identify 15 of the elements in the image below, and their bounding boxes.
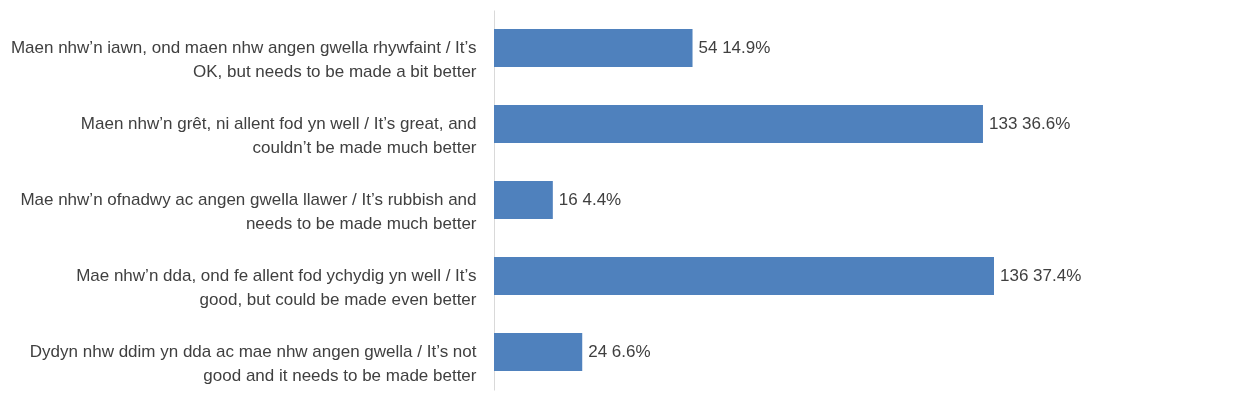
y-tick-label: Mae nhw’n ofnadwy ac angen gwella llawer / It’s rubbish and needs to be made much better bbox=[20, 190, 477, 233]
y-tick-label: Dydyn nhw ddim yn dda ac mae nhw angen gwella / It’s not good and it needs to be made better bbox=[29, 342, 477, 385]
y-tick-label: Maen nhw’n grêt, ni allent fod yn well / It’s great, and couldn’t be made much better bbox=[80, 114, 477, 157]
bar bbox=[494, 29, 693, 67]
y-tick-label: Maen nhw’n iawn, ond maen nhw angen gwella rhywfaint / It’s OK, but needs to be made a bit better bbox=[10, 38, 477, 81]
y-tick-label: Mae nhw’n dda, ond fe allent fod ychydig yn well / It’s good, but could be made even better bbox=[76, 266, 477, 309]
bar bbox=[494, 333, 583, 371]
data-label: 16 4.4% bbox=[558, 190, 622, 209]
data-label: 136 37.4% bbox=[1000, 266, 1082, 285]
data-label: 24 6.6% bbox=[588, 342, 651, 361]
bar bbox=[494, 257, 994, 295]
data-label: 54 14.9% bbox=[698, 38, 771, 57]
bar bbox=[494, 105, 983, 143]
data-label: 133 36.6% bbox=[988, 114, 1071, 133]
bar bbox=[494, 181, 553, 219]
